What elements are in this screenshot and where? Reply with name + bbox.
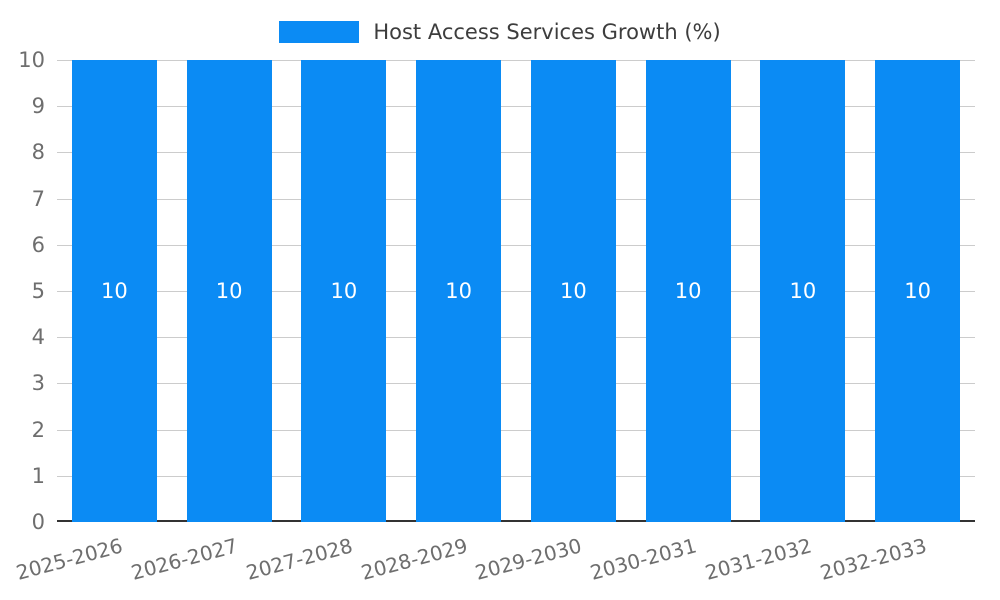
y-tick-label-10: 10 <box>18 48 45 72</box>
bar-value-label: 10 <box>674 279 702 303</box>
y-tick-label-5: 5 <box>31 279 45 303</box>
gridline-4 <box>57 337 975 339</box>
y-tick-label-2: 2 <box>31 417 45 442</box>
bar-2025-2026[interactable]: 10 <box>71 60 157 522</box>
x-tick-label-2031-2032: 2031-2032 <box>702 533 814 585</box>
bar-value-label: 10 <box>215 279 243 303</box>
gridline-9 <box>57 106 975 108</box>
bar-value-label: 10 <box>559 279 587 303</box>
bar-2029-2030[interactable]: 10 <box>530 60 616 522</box>
gridline-6 <box>57 244 975 246</box>
x-tick-label-2030-2031: 2030-2031 <box>587 533 700 585</box>
legend-label: Host Access Services Growth (%) <box>373 20 721 44</box>
x-tick-label-2032-2033: 2032-2033 <box>817 533 929 585</box>
y-tick-label-6: 6 <box>31 232 45 257</box>
gridline-7 <box>57 198 975 200</box>
x-tick-label-2027-2028: 2027-2028 <box>243 533 355 585</box>
gridline-10 <box>57 60 975 61</box>
gridline-2 <box>57 429 975 431</box>
x-tick-label-2026-2027: 2026-2027 <box>128 533 241 585</box>
bar-2032-2033[interactable]: 10 <box>875 60 961 522</box>
bar-value-label: 10 <box>445 279 472 303</box>
bar-value-label: 10 <box>904 279 931 303</box>
legend-swatch <box>279 21 360 43</box>
bar-2027-2028[interactable]: 10 <box>301 60 387 522</box>
plot-area: 10 10 10 10 10 10 10 10 <box>57 60 975 522</box>
y-tick-label-3: 3 <box>31 371 45 396</box>
legend: Host Access Services Growth (%) <box>0 20 1000 44</box>
y-tick-label-1: 1 <box>31 463 45 488</box>
bar-2030-2031[interactable]: 10 <box>645 60 731 522</box>
bar-value-label: 10 <box>330 279 358 303</box>
y-tick-label-9: 9 <box>31 94 45 119</box>
bar-2028-2029[interactable]: 10 <box>416 60 502 522</box>
x-tick-label-2028-2029: 2028-2029 <box>358 533 470 585</box>
gridline-5 <box>57 291 975 292</box>
y-tick-label-4: 4 <box>31 325 45 350</box>
gridline-1 <box>57 475 975 477</box>
bar-value-label: 10 <box>100 279 128 303</box>
gridline-8 <box>57 152 975 154</box>
x-axis-baseline <box>57 520 975 522</box>
x-tick-label-2029-2030: 2029-2030 <box>472 533 585 585</box>
y-axis: 0 1 2 3 4 5 6 7 8 9 10 <box>0 0 49 600</box>
bar-2031-2032[interactable]: 10 <box>760 60 846 522</box>
y-tick-label-7: 7 <box>31 186 45 211</box>
y-tick-label-8: 8 <box>31 140 45 165</box>
bar-2026-2027[interactable]: 10 <box>186 60 272 522</box>
gridline-3 <box>57 383 975 385</box>
y-tick-label-0: 0 <box>31 510 45 534</box>
bar-value-label: 10 <box>789 279 817 303</box>
